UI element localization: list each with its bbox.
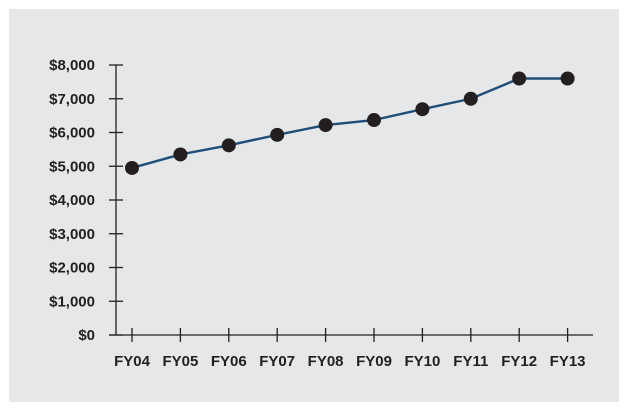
data-point-fy07 (270, 127, 285, 142)
x-axis-tick-label: FY09 (356, 353, 392, 370)
y-axis-tick-label: $0 (78, 327, 95, 344)
x-axis-tick-label: FY07 (259, 353, 295, 370)
y-axis-tick-label: $8,000 (49, 57, 95, 74)
data-point-fy08 (318, 118, 333, 133)
data-point-fy04 (125, 160, 139, 175)
series-line (131, 77, 568, 170)
y-axis-tick-labels: $0 $1,000 $2,000 $3,000 $4,000 $5,000 $6,000 $7… (49, 57, 95, 344)
x-axis-tick-label: FY05 (162, 353, 198, 370)
x-axis-tick-label: FY10 (404, 353, 440, 370)
chart-panel: $0 $1,000 $2,000 $3,000 $4,000 $5,000 $6,000 $7… (9, 9, 619, 402)
y-axis-tick-label: $2,000 (49, 260, 95, 277)
y-axis-tick-label: $7,000 (49, 91, 95, 108)
y-axis-tick-label: $4,000 (49, 192, 95, 209)
x-axis-tick-labels: FY04 FY05 FY06 FY07 FY08 FY09 FY10 FY11 FY12 FY13 (114, 353, 585, 370)
y-axis-tick-label: $6,000 (49, 125, 95, 142)
x-axis-tick-label: FY11 (453, 353, 488, 370)
series-line-group (131, 77, 568, 170)
data-point-fy10 (415, 102, 430, 117)
data-point-fy12 (512, 71, 527, 86)
x-axis-tick-label: FY12 (501, 353, 537, 370)
y-axis-tick-label: $5,000 (49, 158, 95, 175)
x-axis-tick-label: FY04 (114, 353, 151, 370)
line-chart: $0 $1,000 $2,000 $3,000 $4,000 $5,000 $6,000 $7… (49, 57, 593, 370)
data-point-fy06 (221, 138, 236, 153)
data-point-fy09 (367, 113, 381, 128)
x-axis-tick-label: FY08 (308, 353, 344, 370)
chart-axes (109, 64, 593, 342)
data-point-markers (125, 71, 575, 175)
data-point-fy11 (463, 91, 478, 106)
x-axis-tick-label: FY06 (211, 353, 247, 370)
x-axis-tick-label: FY13 (550, 353, 586, 370)
data-point-fy05 (173, 147, 188, 162)
y-axis-tick-label: $3,000 (49, 226, 95, 243)
data-point-fy13 (560, 71, 575, 86)
y-axis-tick-label: $1,000 (49, 293, 95, 310)
